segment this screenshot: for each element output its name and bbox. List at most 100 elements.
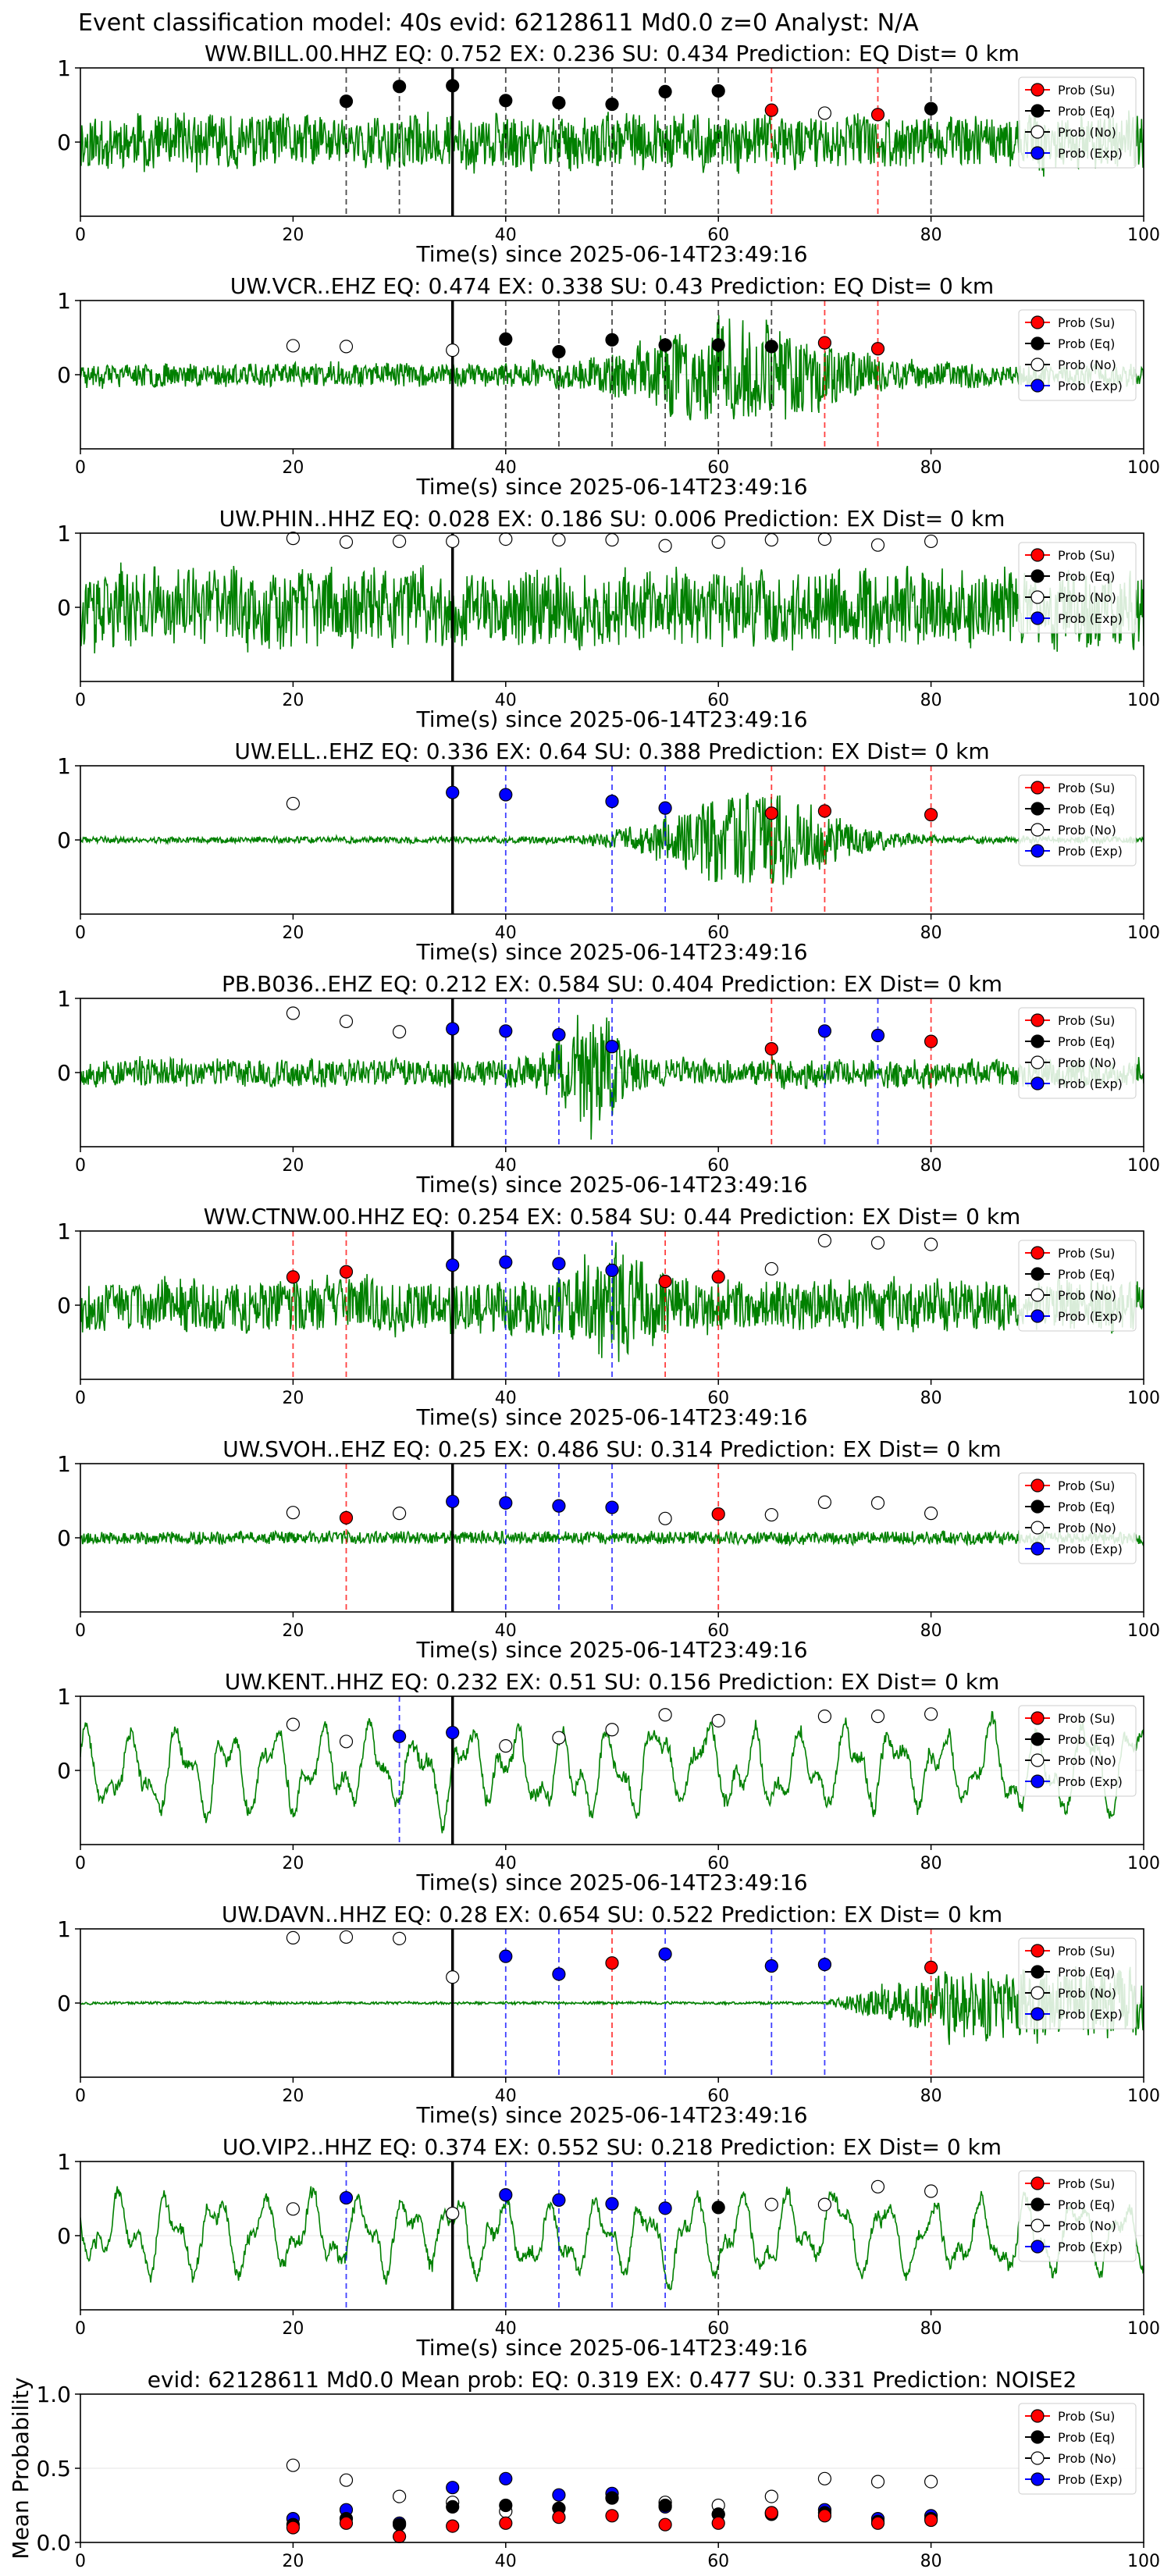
prob-marker-no (552, 532, 566, 547)
prob-marker-no (286, 339, 300, 353)
legend-marker (1030, 1478, 1045, 1493)
prob-marker-no (286, 1930, 300, 1944)
prob-marker-no (339, 1735, 354, 1749)
y-tick-label: 0 (57, 1758, 71, 1784)
prob-marker-no (446, 534, 460, 549)
prob-marker-no (711, 1713, 725, 1727)
prob-marker-no (817, 1233, 832, 1247)
station-panel: UO.VIP2..HHZ EQ: 0.374 EX: 0.552 SU: 0.2… (57, 2134, 1160, 2361)
legend-label: Prob (Eq) (1058, 2430, 1115, 2445)
mean-prob-marker-su (552, 2510, 566, 2524)
prob-marker-eq (924, 101, 938, 116)
legend-label: Prob (Eq) (1058, 336, 1115, 351)
prob-marker-exp (499, 1024, 513, 1038)
prob-marker-no (711, 535, 725, 550)
prob-marker-su (764, 103, 778, 117)
prob-marker-su (870, 108, 885, 122)
y-axis-label: Mean Probability (8, 2377, 34, 2559)
legend-marker (1030, 1288, 1045, 1302)
legend-box (1018, 76, 1137, 169)
x-tick-label: 60 (707, 2087, 729, 2106)
prob-marker-no (446, 1970, 460, 1984)
legend-label: Prob (Eq) (1058, 104, 1115, 119)
prob-marker-exp (817, 1958, 832, 1972)
prob-marker-exp (393, 1729, 407, 1743)
x-tick-label: 40 (495, 1389, 517, 1408)
mean-prob-marker-su (499, 2516, 513, 2530)
prob-marker-eq (605, 97, 619, 112)
panel-title: WW.BILL.00.HHZ EQ: 0.752 EX: 0.236 SU: 0… (205, 41, 1020, 66)
legend-marker (1030, 569, 1045, 583)
prob-marker-eq (711, 2201, 725, 2215)
prob-marker-no (339, 535, 354, 550)
station-panel: evid: 62128611 Md0.0 Mean prob: EQ: 0.31… (8, 2367, 1160, 2571)
legend-marker (1030, 379, 1045, 393)
prob-marker-eq (764, 340, 778, 354)
prob-marker-no (924, 2184, 938, 2198)
x-tick-label: 100 (1127, 1621, 1160, 1641)
legend-marker (1030, 590, 1045, 604)
legend-marker (1030, 1542, 1045, 1556)
legend-marker (1030, 1965, 1045, 1979)
prob-marker-no (924, 534, 938, 549)
prob-marker-no (499, 1739, 513, 1753)
x-tick-label: 20 (282, 458, 304, 478)
prob-marker-su (924, 808, 938, 822)
prob-marker-exp (605, 1500, 619, 1514)
x-tick-label: 60 (707, 1621, 729, 1641)
legend-label: Prob (Exp) (1058, 146, 1123, 161)
prob-marker-exp (658, 2201, 672, 2215)
prob-marker-eq (552, 96, 566, 110)
legend-label: Prob (Eq) (1058, 2197, 1115, 2212)
x-axis-label: Time(s) since 2025-06-14T23:49:16 (415, 1172, 807, 1197)
prob-marker-no (870, 1710, 885, 1724)
prob-marker-no (764, 2197, 778, 2211)
x-tick-label: 40 (495, 1621, 517, 1641)
prob-marker-no (924, 1707, 938, 1721)
legend-label: Prob (No) (1058, 823, 1116, 838)
panel-title: UW.DAVN..HHZ EQ: 0.28 EX: 0.654 SU: 0.52… (222, 1902, 1002, 1927)
mean-prob-marker-eq (658, 2498, 672, 2513)
prob-marker-exp (552, 2193, 566, 2207)
panel-title: PB.B036..EHZ EQ: 0.212 EX: 0.584 SU: 0.4… (222, 971, 1002, 997)
prob-marker-exp (446, 1494, 460, 1509)
legend-marker (1030, 1753, 1045, 1767)
legend-marker (1030, 1986, 1045, 2000)
y-tick-label: 1 (57, 55, 71, 81)
prob-marker-eq (658, 84, 672, 99)
x-tick-label: 80 (920, 2552, 942, 2571)
prob-marker-no (817, 106, 832, 120)
legend-label: Prob (Su) (1058, 1711, 1115, 1726)
mean-prob-marker-su (870, 2516, 885, 2530)
y-tick-label: 1 (57, 2149, 71, 2175)
y-tick-label: 0 (57, 1525, 71, 1551)
legend-box (1018, 1705, 1137, 1797)
mean-prob-marker-eq (605, 2491, 619, 2505)
prob-marker-exp (605, 794, 619, 809)
y-tick-label: 0 (57, 1293, 71, 1318)
legend-marker (1030, 2197, 1045, 2211)
mean-prob-marker-su (658, 2517, 672, 2532)
legend-label: Prob (Su) (1058, 1944, 1115, 1959)
prob-marker-exp (499, 1255, 513, 1269)
x-tick-label: 20 (282, 2552, 304, 2571)
legend-box (1018, 774, 1137, 866)
legend-label: Prob (No) (1058, 2451, 1116, 2466)
x-tick-label: 80 (920, 1389, 942, 1408)
mean-prob-marker-su (924, 2513, 938, 2528)
x-tick-label: 80 (920, 1621, 942, 1641)
x-tick-label: 40 (495, 2319, 517, 2339)
legend-label: Prob (Eq) (1058, 1034, 1115, 1049)
legend-marker (1030, 1267, 1045, 1281)
x-tick-label: 0 (75, 458, 86, 478)
x-tick-label: 0 (75, 1389, 86, 1408)
legend-label: Prob (No) (1058, 1288, 1116, 1303)
waveform-trace (80, 1529, 1144, 1547)
x-tick-label: 40 (495, 2552, 517, 2571)
legend-marker (1030, 781, 1045, 795)
prob-marker-no (817, 1710, 832, 1724)
x-tick-label: 0 (75, 1156, 86, 1176)
y-tick-label: 1 (57, 986, 71, 1012)
legend-label: Prob (Eq) (1058, 1965, 1115, 1980)
waveform-trace (80, 1015, 1144, 1140)
